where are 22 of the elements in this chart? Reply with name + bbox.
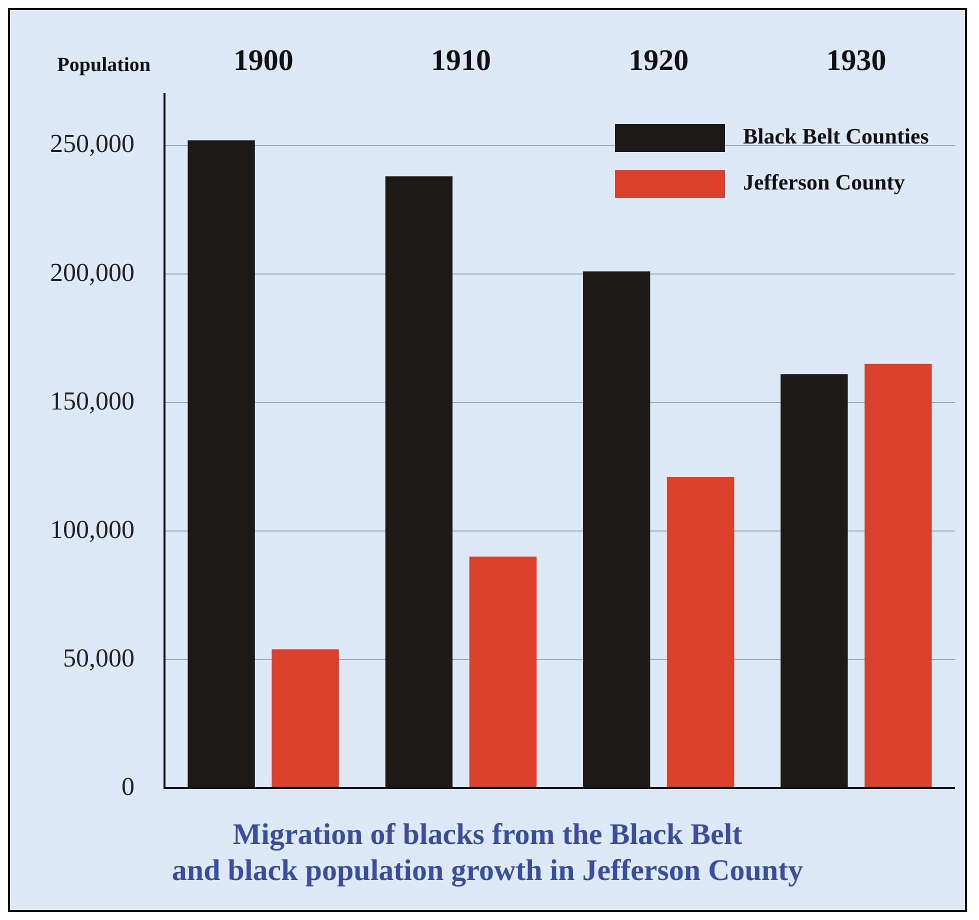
bar bbox=[469, 556, 537, 787]
bar bbox=[666, 476, 734, 787]
y-tick-label: 250,000 bbox=[50, 129, 134, 158]
y-tick-label: 200,000 bbox=[50, 258, 134, 287]
y-tick-label: 100,000 bbox=[50, 514, 134, 544]
bar bbox=[864, 364, 932, 787]
y-tick-label: 0 bbox=[122, 772, 134, 801]
x-tick-label: 1920 bbox=[628, 44, 689, 77]
y-axis-title: Population bbox=[57, 54, 150, 76]
x-tick-label: 1930 bbox=[826, 44, 886, 77]
legend-label: Jefferson County bbox=[743, 170, 905, 195]
bar bbox=[385, 176, 453, 787]
bar bbox=[582, 271, 650, 787]
bar bbox=[188, 140, 255, 787]
bar bbox=[272, 649, 339, 787]
legend-label: Black Belt Counties bbox=[743, 124, 930, 149]
x-tick-label: 1910 bbox=[430, 44, 491, 77]
text: Migration of blacks from the Black Belt and black population growth in Jefferson County bbox=[172, 818, 804, 887]
bar bbox=[780, 374, 848, 787]
y-tick-label: 50,000 bbox=[63, 643, 134, 672]
y-tick-label: 150,000 bbox=[50, 386, 134, 416]
x-tick-label: 1900 bbox=[233, 44, 294, 77]
